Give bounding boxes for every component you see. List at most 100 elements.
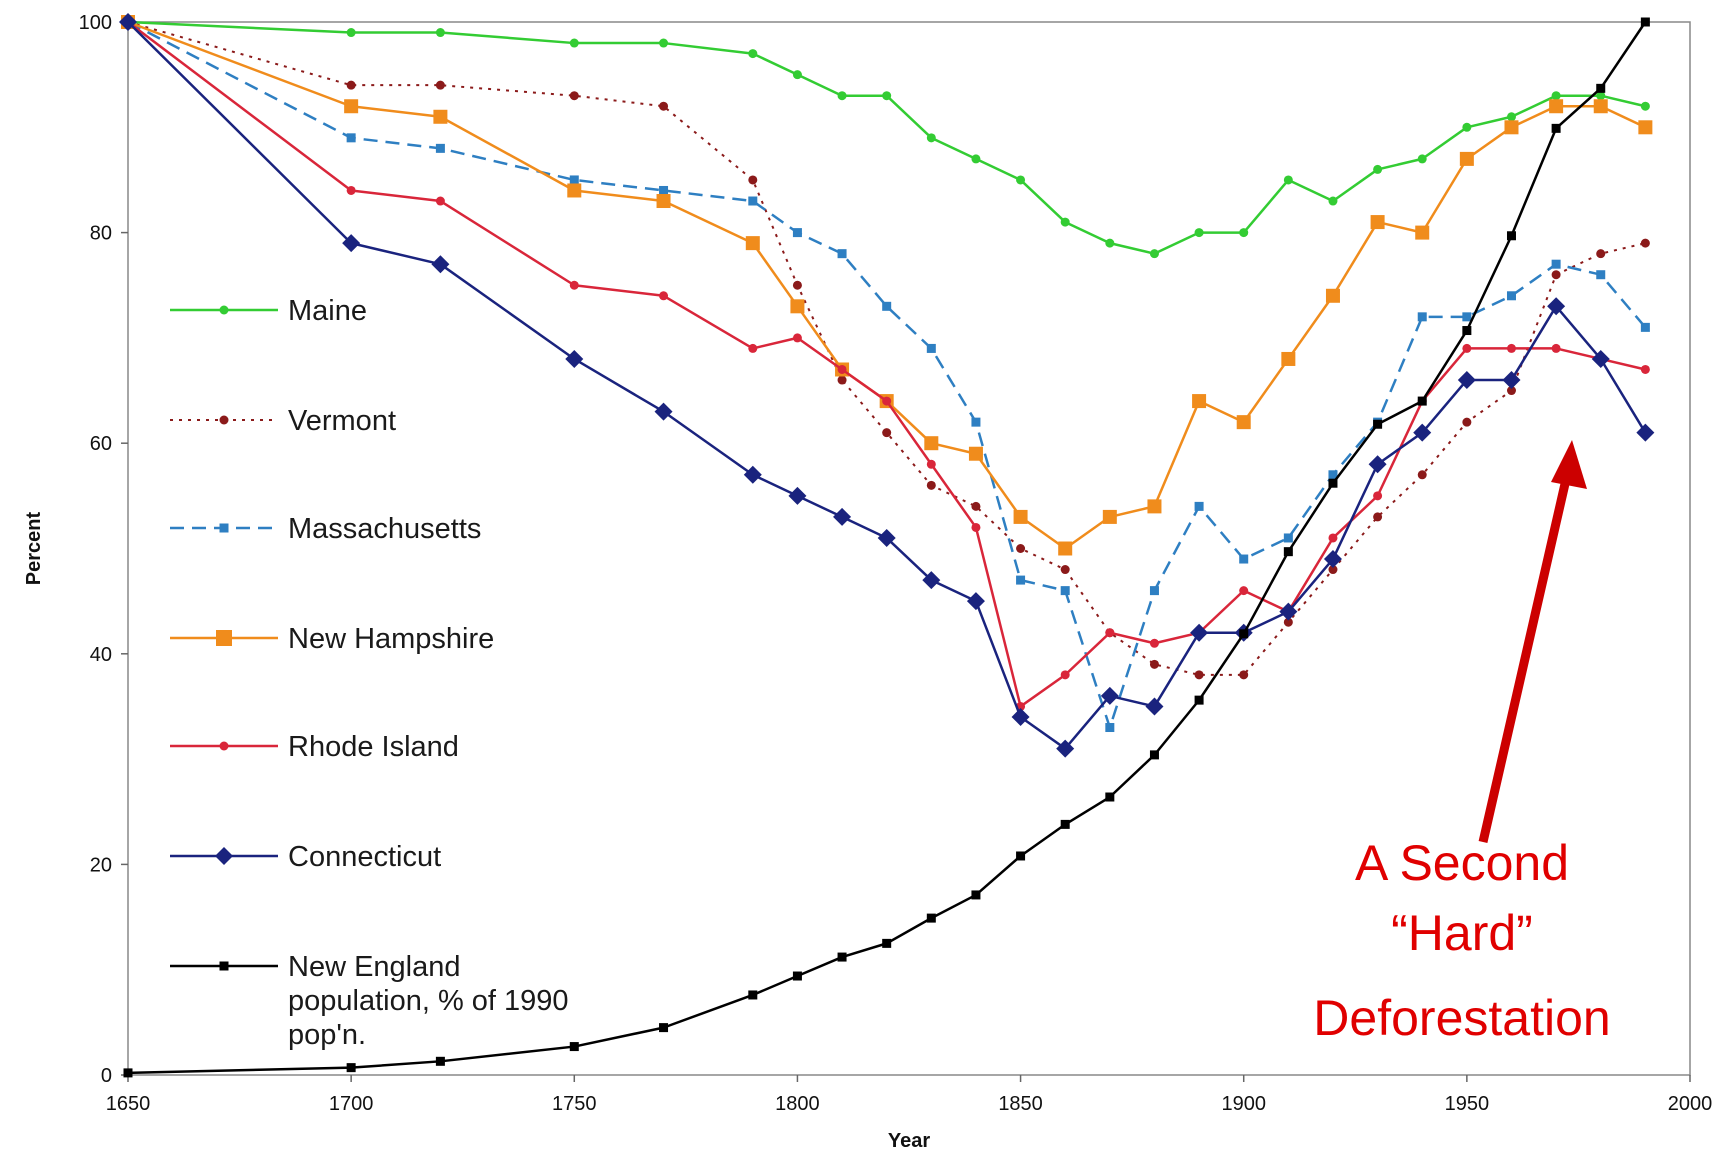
legend-swatch-marker [219,523,229,533]
data-point [1457,371,1476,390]
legend-item-5: Rhode Island [170,731,459,763]
data-point [748,175,758,185]
series-line [127,21,1647,1075]
data-point [1417,154,1427,164]
data-point [1194,228,1204,238]
data-point [1149,249,1159,259]
legend-item-6: Connecticut [170,841,441,873]
data-point [968,446,983,461]
legend-swatch-marker [219,305,229,315]
legend-item-2: Vermont [170,405,396,437]
data-point [1551,123,1561,133]
data-point [1328,196,1338,206]
legend-swatch-marker [219,741,229,751]
data-point [1239,629,1249,639]
data-point [1596,249,1606,259]
legend-label: population, % of 1990 [288,985,569,1017]
data-point [837,364,847,374]
data-point [748,49,758,59]
series-line [127,21,1646,676]
data-point [1506,386,1516,396]
data-point [435,28,445,38]
data-point [1373,491,1383,501]
data-point [792,70,802,80]
series-2 [123,17,1650,680]
data-point [971,501,981,511]
data-point [837,375,847,385]
data-point [346,185,356,195]
data-point [346,28,356,38]
data-point [1459,151,1474,166]
data-point [569,175,579,185]
series-7 [123,17,1650,1078]
series-1 [123,17,1650,259]
data-point [926,133,936,143]
data-point [1013,509,1028,524]
legend-label: New England [288,951,461,983]
data-point [1328,565,1338,575]
data-point [1636,423,1655,442]
data-point [431,255,450,274]
data-point [346,1063,356,1073]
data-point [659,1023,669,1033]
data-point [1549,99,1564,114]
data-point [882,301,892,311]
data-point [1640,101,1650,111]
data-point [1105,628,1115,638]
data-point [1149,659,1159,669]
data-point [435,80,445,90]
data-point [1506,112,1516,122]
data-point [971,890,981,900]
y-tick-label: 40 [90,644,112,666]
legend-label: Rhode Island [288,731,459,763]
series-6 [119,13,1655,758]
annotation-text: Deforestation [1313,990,1610,1046]
x-tick-label: 1900 [1221,1093,1266,1115]
data-point [1640,364,1650,374]
data-point [1016,175,1026,185]
data-point [882,428,892,438]
legend-label: pop'n. [288,1019,366,1051]
data-point [1640,238,1650,248]
data-point [1370,215,1385,230]
legend-swatch-marker [216,630,232,646]
data-point [1283,547,1293,557]
data-point [1194,695,1204,705]
data-point [790,299,805,314]
x-axis-label: Year [888,1130,930,1152]
annotation-arrow-head [1551,440,1587,489]
x-tick-label: 1800 [775,1093,820,1115]
data-point [1551,343,1561,353]
data-point [748,990,758,1000]
data-point [1016,851,1026,861]
data-point [1283,617,1293,627]
x-tick-label: 1750 [552,1093,597,1115]
data-point [1593,99,1608,114]
data-point [1504,120,1519,135]
data-point [1417,312,1427,322]
y-tick-label: 0 [101,1065,112,1087]
data-point [1149,586,1159,596]
series-line [127,21,1646,708]
annotation-text: “Hard” [1391,905,1533,961]
series-5 [123,17,1650,711]
data-point [1100,686,1119,705]
data-point [1105,723,1115,733]
data-point [659,38,669,48]
legend-item-3: Massachusetts [170,513,481,545]
x-tick-label: 1950 [1445,1093,1490,1115]
data-point [344,99,359,114]
data-point [926,343,936,353]
data-point [1060,819,1070,829]
data-point [792,280,802,290]
annotation-text: A Second [1355,835,1569,891]
data-point [1060,565,1070,575]
data-point [1060,217,1070,227]
data-point [1016,575,1026,585]
annotation-arrow-shaft [1478,460,1575,844]
data-point [1281,351,1296,366]
y-tick-label: 100 [79,12,112,34]
data-point [1462,312,1472,322]
y-axis-label: Percent [23,511,45,585]
